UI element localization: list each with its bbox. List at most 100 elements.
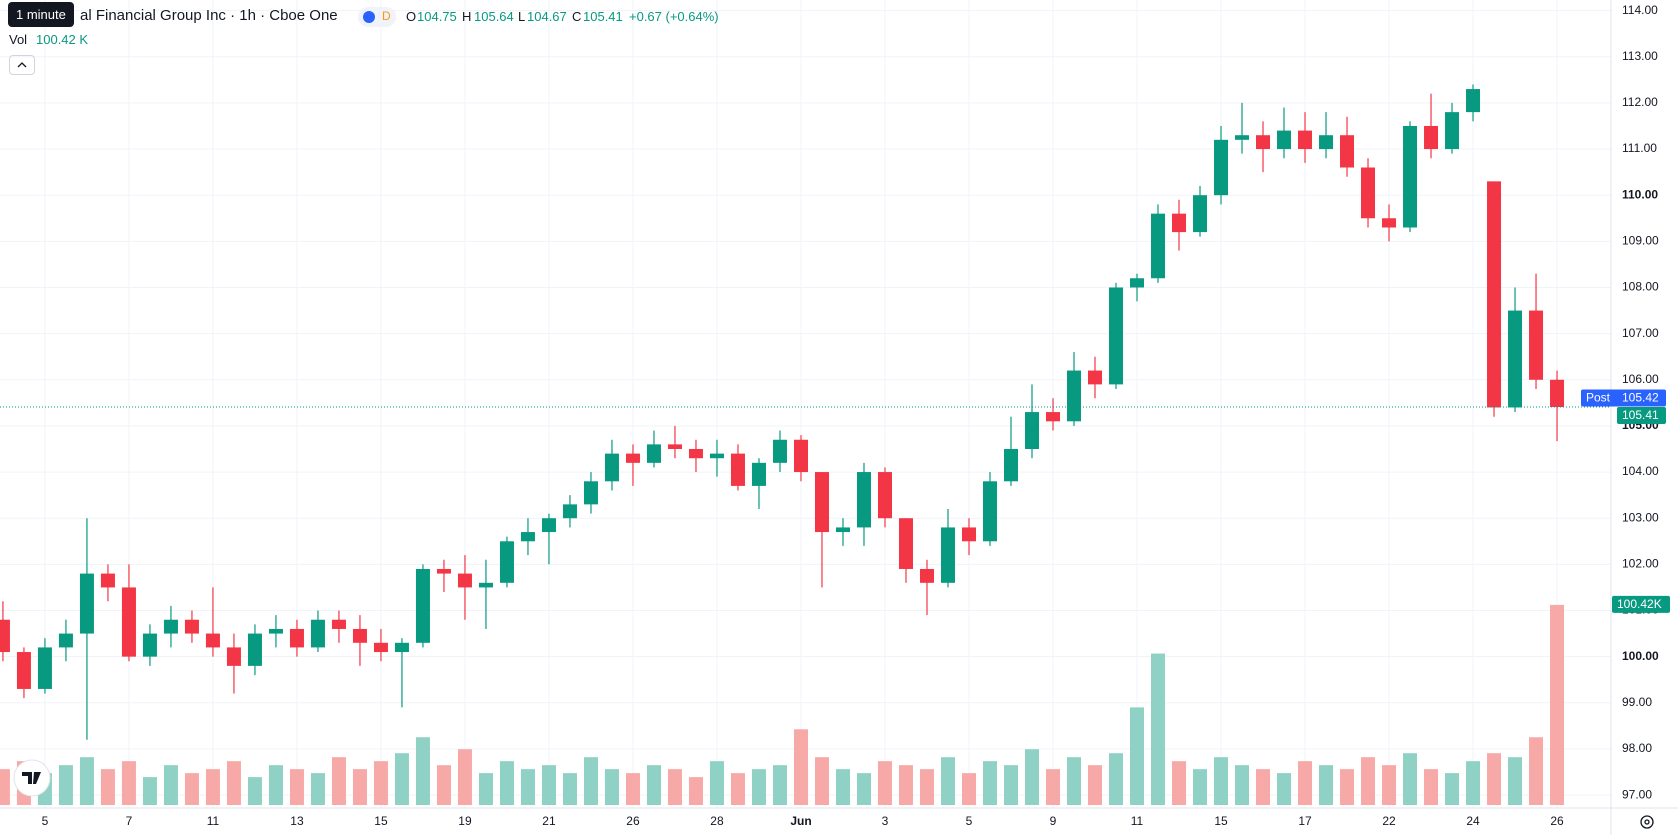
- header: al Financial Group Inc · 1h · Cboe One D…: [0, 0, 1600, 80]
- x-tick-label: 5: [966, 814, 973, 828]
- volume-bar: [226, 761, 241, 805]
- y-tick-label: 114.00: [1622, 3, 1658, 17]
- candle-body: [310, 619, 325, 648]
- candle-body: [751, 462, 766, 486]
- y-tick-label: 99.00: [1622, 695, 1652, 709]
- volume-bar: [289, 769, 304, 805]
- y-tick-label: 100.00: [1622, 649, 1659, 663]
- candle-body: [1130, 278, 1145, 288]
- x-tick-label: 28: [710, 814, 724, 828]
- x-tick-label: 7: [126, 814, 133, 828]
- volume-bar: [898, 765, 913, 805]
- candle-body: [0, 619, 10, 653]
- candle-body: [982, 481, 997, 542]
- volume-bar: [1235, 765, 1250, 805]
- volume-bar: [688, 777, 703, 805]
- candle-body: [499, 541, 514, 583]
- volume-bar: [751, 769, 766, 805]
- candle-body: [394, 642, 409, 653]
- x-tick-label: 11: [207, 814, 220, 828]
- volume-bar: [1172, 761, 1187, 805]
- candle-body: [1193, 195, 1208, 233]
- candle-body: [121, 587, 136, 657]
- volume-bar: [1067, 757, 1081, 805]
- volume-bar: [835, 769, 850, 805]
- volume-bar: [1361, 757, 1376, 805]
- candle-body: [457, 573, 472, 588]
- candle-body: [184, 619, 199, 634]
- candle-body: [898, 518, 913, 569]
- candle-body: [247, 633, 262, 666]
- candle-body: [541, 518, 556, 533]
- candle-body: [919, 568, 934, 583]
- candle-body: [1088, 370, 1103, 385]
- candle-body: [1550, 379, 1565, 407]
- grid: [0, 0, 1611, 808]
- y-tick-label: 109.00: [1622, 234, 1659, 248]
- y-tick-label: 102.00: [1622, 557, 1659, 571]
- candle-body: [331, 619, 346, 629]
- candle-body: [79, 573, 94, 634]
- volume-bar: [1003, 765, 1018, 805]
- candle-body: [1067, 370, 1081, 422]
- volume-bar: [121, 761, 136, 805]
- volume-bar: [58, 765, 73, 805]
- y-tick-label: 97.00: [1622, 787, 1652, 801]
- volume-bar: [1550, 604, 1565, 805]
- candle-body: [1340, 135, 1355, 168]
- y-tick-label: 103.00: [1622, 510, 1659, 524]
- volume-bar: [1445, 773, 1460, 805]
- symbol-title[interactable]: al Financial Group Inc · 1h · Cboe One: [80, 7, 338, 24]
- collapse-button[interactable]: [9, 55, 35, 75]
- x-tick-label: 26: [1550, 814, 1564, 828]
- volume-bar: [436, 765, 451, 805]
- candle-body: [268, 628, 283, 634]
- candles: [0, 84, 1565, 740]
- volume-bar: [247, 777, 262, 805]
- volume-bar: [1151, 653, 1166, 805]
- candle-body: [1256, 135, 1271, 150]
- post-price-box: [1617, 389, 1666, 407]
- status-icons[interactable]: D: [358, 7, 396, 27]
- volume-bar: [961, 773, 976, 805]
- volume-bar: [478, 773, 493, 805]
- volume-title: Vol: [9, 32, 28, 47]
- candle-body: [352, 628, 367, 643]
- candle-body: [1109, 287, 1124, 385]
- volume-legend: 100.42 K: [36, 32, 89, 47]
- candle-body: [436, 568, 451, 574]
- candle-body: [1319, 135, 1334, 150]
- y-tick-label: 98.00: [1622, 741, 1652, 755]
- volume-bar: [814, 757, 829, 805]
- ohlc-low: 104.67: [527, 9, 567, 24]
- candle-body: [1235, 135, 1250, 140]
- candle-body: [37, 647, 52, 689]
- candle-body: [1298, 130, 1313, 150]
- logo[interactable]: [12, 758, 52, 798]
- volume-bar: [583, 757, 598, 805]
- x-tick-label: 5: [42, 814, 49, 828]
- volume-bar: [163, 765, 178, 805]
- candle-body: [1424, 125, 1439, 150]
- volume-bar: [1340, 769, 1355, 805]
- volume-bars: [0, 604, 1565, 805]
- y-tick-label: 113.00: [1622, 49, 1658, 63]
- candle-body: [1214, 139, 1229, 196]
- candle-body: [1024, 412, 1039, 449]
- settings-icon[interactable]: [1637, 812, 1657, 832]
- volume-bar: [1045, 769, 1060, 805]
- x-tick-label: 11: [1131, 814, 1144, 828]
- ohlc-close: 105.41: [583, 9, 623, 24]
- x-tick-label: 21: [542, 814, 556, 828]
- candle-body: [709, 453, 724, 459]
- interval-tooltip: 1 minute: [8, 2, 74, 27]
- volume-bar: [1424, 769, 1439, 805]
- candle-body: [16, 652, 31, 689]
- y-tick-label: 108.00: [1622, 280, 1659, 294]
- candle-body: [1445, 112, 1460, 150]
- candle-body: [1529, 310, 1544, 380]
- delay-badge: D: [382, 9, 391, 23]
- candle-body: [226, 647, 241, 666]
- volume-bar: [1130, 707, 1145, 805]
